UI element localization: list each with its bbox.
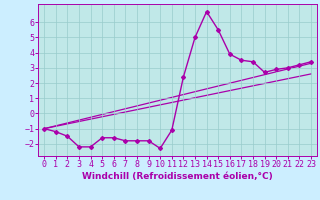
- X-axis label: Windchill (Refroidissement éolien,°C): Windchill (Refroidissement éolien,°C): [82, 172, 273, 181]
